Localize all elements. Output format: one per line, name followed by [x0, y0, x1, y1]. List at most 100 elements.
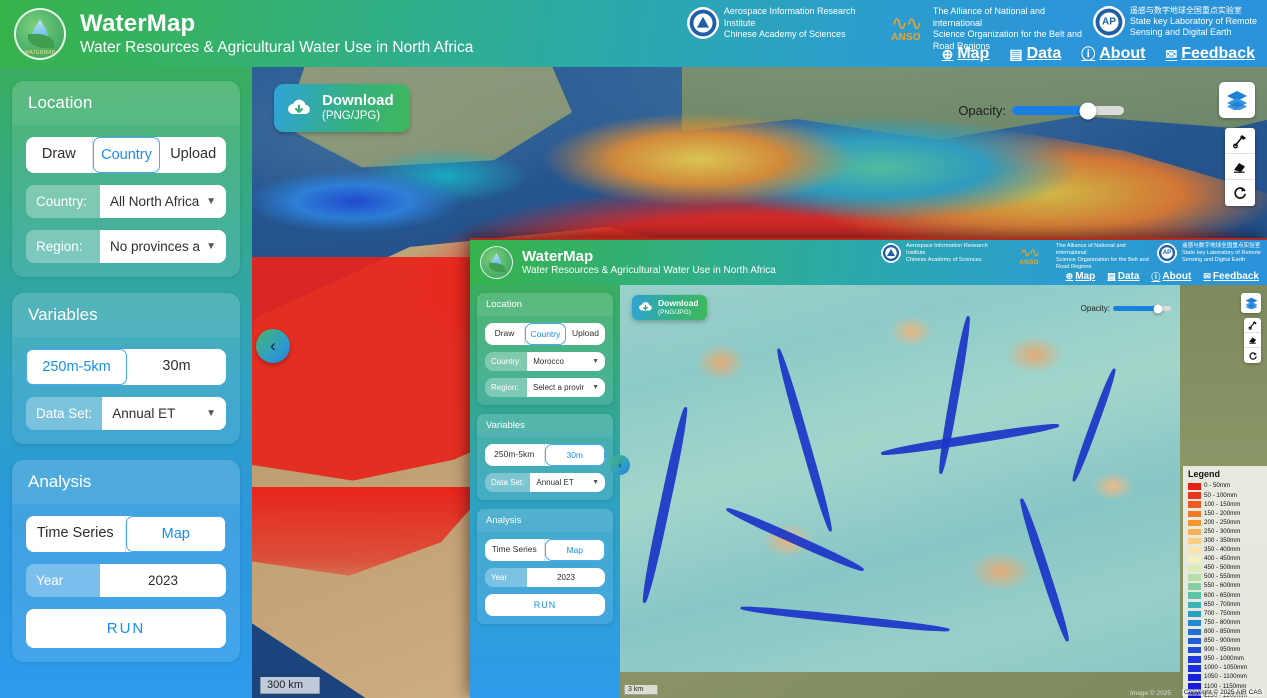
variables-panel-body: 250m-5km 30m Data Set: Annual ET ▼: [12, 337, 240, 444]
legend-label: 600 - 650mm: [1204, 591, 1241, 599]
region-select[interactable]: No provinces a ▼: [100, 230, 226, 263]
location-mode-country[interactable]: Country: [92, 137, 161, 173]
legend-label: 800 - 850mm: [1204, 627, 1241, 635]
layers-icon: [1227, 91, 1247, 110]
reset-icon[interactable]: [1225, 180, 1255, 206]
inner-location-panel: Location Draw Country Upload Country: Mo…: [477, 293, 613, 405]
partner-anso-line2: Science Organization for the Belt and: [932, 29, 1083, 40]
download-label: Download: [322, 92, 394, 109]
download-button[interactable]: Download (PNG/JPG): [274, 84, 410, 132]
dataset-select[interactable]: Annual ET ▼: [102, 397, 226, 430]
inner-location-mode-segmented: Draw Country Upload: [485, 323, 605, 345]
inner-location-mode-country[interactable]: Country: [525, 323, 566, 345]
inner-cloud-download-icon: [639, 302, 652, 311]
inner-partner-rsdel-line1: 遥感与数字地球全国重点实验室: [1182, 243, 1261, 249]
chevron-down-icon: ▼: [206, 196, 216, 207]
opacity-slider[interactable]: [1012, 102, 1124, 119]
inner-map[interactable]: Download (PNG/JPG) Opacity:: [620, 285, 1267, 698]
inner-sidebar-collapse-button[interactable]: ‹: [610, 455, 630, 475]
draw-polygon-icon[interactable]: [1225, 128, 1255, 154]
inner-partner-anso-line2: Science Organization for the Belt and: [1056, 256, 1149, 263]
legend-swatch: [1188, 610, 1201, 618]
brand-text: WaterMap Water Resources & Agricultural …: [80, 10, 473, 57]
run-button[interactable]: RUN: [26, 609, 226, 648]
inner-partner-rsdel: 遥感与数字地球全国重点实验室 State key Laboratory of R…: [1157, 243, 1261, 264]
inner-eraser-icon[interactable]: [1244, 333, 1261, 348]
legend-swatch: [1188, 637, 1201, 645]
draw-polygon-glyph: [1233, 134, 1246, 148]
inner-download-format: (PNG/JPG): [658, 308, 691, 316]
legend-row: 750 - 800mm: [1188, 618, 1263, 627]
partner-logos: Aerospace Information Research Institute…: [686, 6, 1257, 52]
app-subtitle: Water Resources & Agricultural Water Use…: [80, 38, 474, 56]
location-mode-upload[interactable]: Upload: [170, 146, 217, 162]
legend-label: 300 - 350mm: [1204, 537, 1241, 544]
partner-anso-text: The Alliance of National and internation…: [933, 6, 1085, 52]
nav-map[interactable]: ⊕ Map: [942, 45, 990, 63]
inner-nav-map[interactable]: ⊕ Map: [1066, 271, 1096, 282]
inner-dataset-select[interactable]: Annual ET ▼: [530, 473, 605, 492]
inner-nav-about[interactable]: ⓘ About: [1151, 270, 1191, 283]
nav-data[interactable]: ▤ Data: [1009, 45, 1061, 63]
partner-anso: ∿∿ ANSO The Alliance of National and int…: [884, 6, 1085, 52]
location-panel: Location Draw Country Upload Country: Al…: [12, 81, 240, 277]
analysis-panel-title: Analysis: [12, 460, 240, 504]
nav-about[interactable]: ⓘ About: [1081, 44, 1145, 64]
inner-location-mode-upload[interactable]: Upload: [572, 328, 599, 338]
legend-row: 500 - 550mm: [1188, 573, 1263, 582]
legend-swatch: [1188, 683, 1201, 690]
inner-resolution-30m[interactable]: 30m: [544, 444, 605, 466]
inner-analysis-mode-time-series[interactable]: Time Series: [485, 539, 545, 561]
watermap-logo-icon: WATERMAP: [14, 7, 66, 60]
year-value: 2023: [147, 573, 179, 588]
inner-year-input[interactable]: 2023: [527, 568, 605, 587]
nav-map-label: Map: [957, 45, 990, 62]
inner-layers-button[interactable]: [1241, 293, 1261, 313]
opacity-slider-handle[interactable]: [1079, 102, 1097, 119]
inner-map-controls: [1241, 293, 1261, 363]
anso-logo-icon: ∿∿ ANSO: [884, 14, 928, 43]
inner-anso-logo-icon: ∿∿ ANSO: [1007, 246, 1051, 266]
legend-row: 600 - 650mm: [1188, 591, 1263, 600]
inner-nav-feedback[interactable]: ✉ Feedback: [1203, 271, 1259, 282]
inner-analysis-mode-map[interactable]: Map: [544, 539, 605, 561]
brand: WATERMAP WaterMap Water Resources & Agri…: [0, 7, 473, 60]
country-select[interactable]: All North Africa ▼: [100, 185, 226, 218]
inner-download-button[interactable]: Download (PNG/JPG): [632, 295, 707, 320]
chart-icon: ▤: [1009, 45, 1023, 62]
analysis-mode-time-series[interactable]: Time Series: [26, 516, 126, 552]
leaf-shape: [28, 33, 55, 48]
inner-opacity-slider-handle[interactable]: [1153, 304, 1163, 313]
inner-draw-polygon-icon[interactable]: [1244, 318, 1261, 333]
logo-caption: WATERMAP: [24, 49, 56, 56]
inner-resolution-250m-5km[interactable]: 250m-5km: [485, 444, 545, 466]
variables-panel: Variables 250m-5km 30m Data Set: Annual …: [12, 293, 240, 444]
eraser-icon[interactable]: [1225, 154, 1255, 180]
analysis-mode-map[interactable]: Map: [125, 516, 226, 552]
inner-country-select[interactable]: Morocco ▼: [527, 352, 605, 371]
resolution-250m-5km[interactable]: 250m-5km: [26, 349, 127, 385]
sidebar-collapse-button[interactable]: ‹: [256, 329, 290, 363]
inner-region-field: Region: Select a provir ▼: [485, 378, 605, 397]
inner-reset-icon[interactable]: [1244, 348, 1261, 363]
map-legend: Legend 0 - 50mm 50 - 100mm 100 - 150mm 150 …: [1183, 466, 1267, 698]
layers-button[interactable]: [1219, 82, 1255, 118]
inner-opacity-slider[interactable]: [1113, 304, 1171, 313]
inner-partner-anso-line3: Road Regions: [1056, 263, 1092, 270]
resolution-30m[interactable]: 30m: [162, 358, 191, 374]
legend-row: 950 - 1000mm: [1188, 655, 1263, 664]
inner-partner-cas: Aerospace Information Research Institute…: [881, 243, 1002, 264]
nav-feedback[interactable]: ✉ Feedback: [1165, 45, 1255, 63]
inner-nav-about-label: About: [1162, 271, 1192, 282]
location-mode-draw[interactable]: Draw: [26, 137, 93, 173]
partner-cas: Aerospace Information Research Institute…: [686, 6, 876, 41]
inner-run-button[interactable]: RUN: [485, 594, 605, 616]
inner-nav-data[interactable]: ▤ Data: [1107, 271, 1139, 282]
year-input[interactable]: 2023: [100, 564, 226, 597]
inner-location-mode-draw[interactable]: Draw: [485, 323, 525, 345]
legend-swatch: [1188, 583, 1201, 590]
inner-region-select[interactable]: Select a provir ▼: [527, 378, 605, 397]
inner-analysis-mode-segmented: Time Series Map: [485, 539, 605, 561]
inner-variables-panel-title: Variables: [477, 414, 613, 437]
